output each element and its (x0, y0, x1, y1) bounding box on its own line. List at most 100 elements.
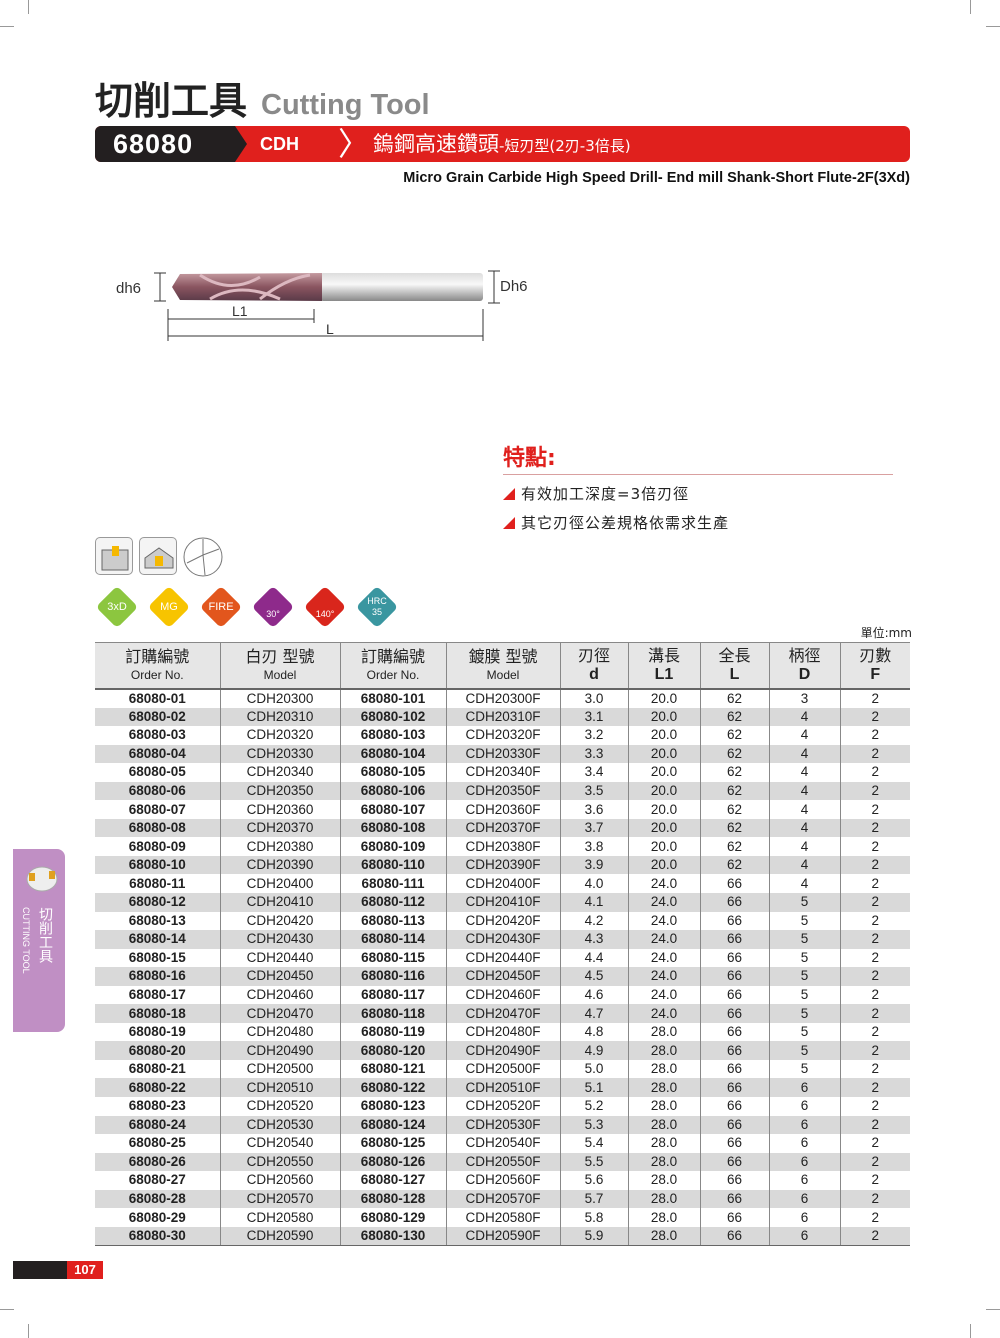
header-en: Model (486, 668, 520, 683)
table-cell: 66 (699, 1004, 769, 1023)
column-header: 柄徑 D (768, 642, 840, 690)
table-row: 68080-24 CDH20530 68080-124 CDH20530F 5.3 28.… (95, 1115, 910, 1135)
product-subtitle: Micro Grain Carbide High Speed Drill- En… (403, 170, 910, 186)
table-cell: 20.0 (627, 800, 700, 819)
table-row: 68080-18 CDH20470 68080-118 CDH20470F 4.7 24.… (95, 1004, 910, 1023)
table-cell: 20.0 (627, 688, 700, 708)
crop-mark (28, 1324, 29, 1338)
header-zh: 訂購編號 (125, 646, 190, 666)
table-cell: 2 (839, 1208, 910, 1227)
table-cell: CDH20550 (219, 1152, 340, 1172)
page-number: 107 (67, 1261, 103, 1279)
table-cell: 3.0 (559, 688, 628, 708)
table-cell: 3.6 (559, 800, 628, 819)
table-cell: 68080-29 (128, 1209, 186, 1225)
table-cell: 5.1 (559, 1078, 628, 1097)
crop-mark (986, 26, 1000, 27)
table-cell: CDH20440 (219, 948, 340, 968)
table-cell: 6 (768, 1078, 840, 1097)
table-cell: CDH20580 (219, 1208, 340, 1227)
table-cell: 3.3 (559, 744, 628, 764)
table-row: 68080-08 CDH20370 68080-108 CDH20370F 3.7 20.… (95, 818, 910, 838)
table-cell: CDH20590 (219, 1226, 340, 1246)
table-row: 68080-17 CDH20460 68080-117 CDH20460F 4.6 24.… (95, 985, 910, 1005)
table-cell: 68080-17 (128, 986, 186, 1002)
features-section: 特點: 有效加工深度=3倍刃徑 其它刃徑公差規格依需求生產 (503, 440, 893, 533)
table-cell: 28.0 (627, 1096, 700, 1116)
table-cell: 4.2 (559, 911, 628, 931)
table-row: 68080-30 CDH20590 68080-130 CDH20590F 5.9 28.… (95, 1226, 910, 1246)
table-cell: 3.1 (559, 707, 628, 727)
table-cell: 68080-123 (339, 1096, 446, 1116)
features-title: 特點: (503, 440, 893, 475)
table-cell: CDH20530 (219, 1115, 340, 1135)
table-cell: 5.0 (559, 1059, 628, 1079)
table-cell: 68080-30 (95, 1226, 220, 1246)
table-cell: CDH20590F (445, 1226, 560, 1246)
table-cell: 62 (699, 763, 769, 782)
page-title: 切削工具 Cutting Tool (95, 70, 430, 125)
table-cell: 66 (699, 1189, 769, 1209)
table-cell: CDH20300 (219, 688, 340, 708)
table-cell: CDH20570F (445, 1189, 560, 1209)
table-cell: 68080-23 (128, 1098, 186, 1114)
table-cell: 4 (768, 855, 840, 875)
table-cell: CDH20340 (219, 763, 340, 782)
table-cell: 2 (839, 985, 910, 1005)
page-number-bar: 107 (13, 1261, 103, 1279)
table-cell: 68080-127 (339, 1171, 446, 1190)
table-cell: 20.0 (627, 818, 700, 838)
table-cell: 66 (699, 930, 769, 949)
table-cell: CDH20520 (219, 1096, 340, 1116)
table-cell: 5 (768, 985, 840, 1005)
table-cell: 24.0 (627, 985, 700, 1005)
triangle-bullet-icon (503, 487, 515, 500)
table-cell: CDH20360F (445, 800, 560, 819)
table-cell: 3.7 (559, 818, 628, 838)
product-name-main: 鎢鋼高速鑽頭 (373, 132, 499, 156)
table-cell: 62 (699, 837, 769, 856)
table-cell: 4.7 (559, 1004, 628, 1023)
header-en: L (729, 665, 740, 683)
table-cell: 68080-109 (339, 837, 446, 856)
table-cell: 68080-118 (339, 1004, 446, 1023)
table-cell: CDH20440F (445, 948, 560, 968)
table-cell: 5 (768, 1041, 840, 1060)
D-label: Dh6 (500, 278, 528, 295)
table-cell: 66 (699, 1078, 769, 1097)
table-cell: CDH20320 (219, 726, 340, 745)
table-cell: 24.0 (627, 1004, 700, 1023)
table-cell: CDH20350 (219, 781, 340, 801)
table-cell: CDH20550F (445, 1152, 560, 1172)
table-row: 68080-25 CDH20540 68080-125 CDH20540F 5.4 28.… (95, 1134, 910, 1153)
table-cell: 66 (699, 1059, 769, 1079)
table-cell: 68080-01 (128, 690, 186, 706)
table-cell: 5 (768, 930, 840, 949)
table-cell: 66 (699, 1152, 769, 1172)
side-tab-en: CUTTING TOOL (21, 907, 31, 974)
header-zh: 溝長 (647, 646, 680, 666)
table-cell: 6 (768, 1171, 840, 1190)
table-cell: 4.4 (559, 948, 628, 968)
table-cell: 6 (768, 1096, 840, 1116)
table-row: 68080-12 CDH20410 68080-112 CDH20410F 4.1 24.… (95, 892, 910, 912)
table-cell: 20.0 (627, 781, 700, 801)
table-cell: 2 (839, 855, 910, 875)
table-cell: 68080-128 (339, 1189, 446, 1209)
table-cell: 24.0 (627, 930, 700, 949)
table-cell: 66 (699, 1171, 769, 1190)
column-header: 全長 L (699, 642, 769, 690)
table-cell: 68080-24 (95, 1115, 220, 1135)
table-cell: CDH20500 (219, 1059, 340, 1079)
table-row: 68080-01 CDH20300 68080-101 CDH20300F 3.0 20.… (95, 688, 910, 708)
table-cell: 5.7 (559, 1189, 628, 1209)
table-cell: 2 (839, 1078, 910, 1097)
crop-mark (970, 1324, 971, 1338)
table-cell: 5 (768, 948, 840, 968)
table-cell: 28.0 (627, 1134, 700, 1153)
table-cell: 20.0 (627, 837, 700, 856)
table-cell: 4.1 (559, 892, 628, 912)
table-cell: 2 (839, 1152, 910, 1172)
table-cell: CDH20310 (219, 707, 340, 727)
table-cell: 5.4 (559, 1134, 628, 1153)
